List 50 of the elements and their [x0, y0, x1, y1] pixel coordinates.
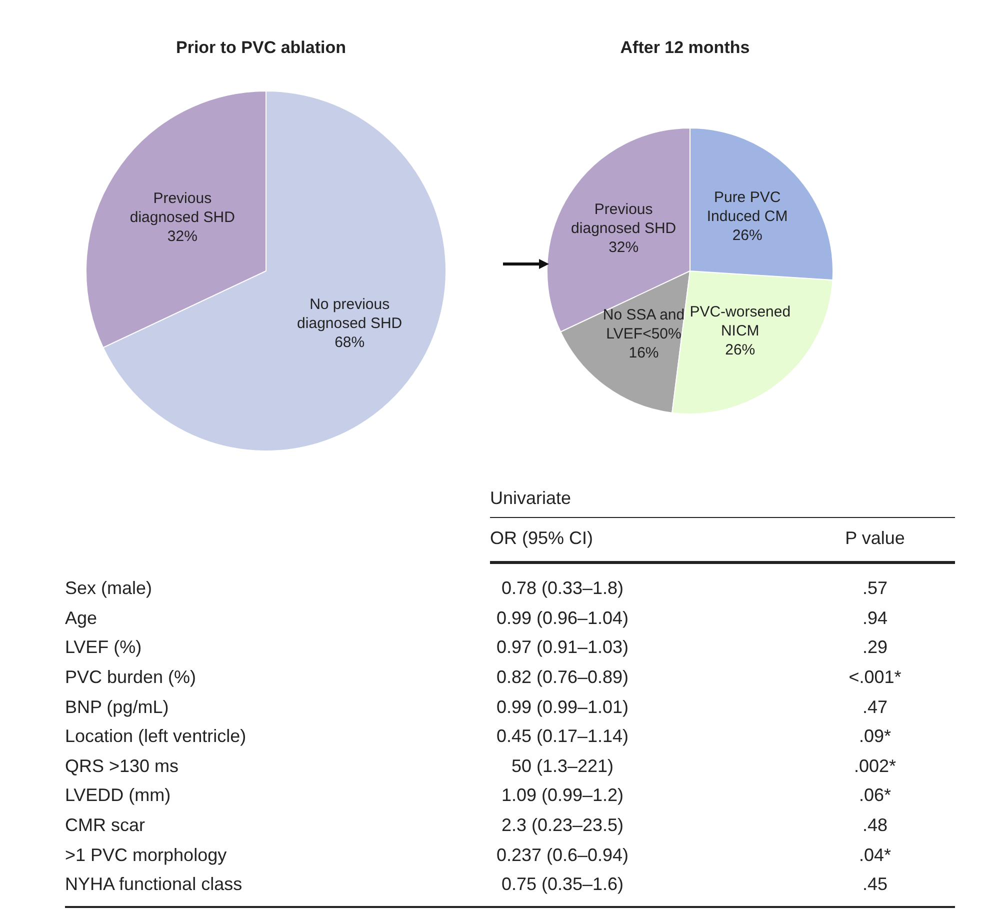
text: 0.45 (0.17–1.14) [495, 726, 630, 748]
slice-label: No SSA and LVEF<50% [602, 306, 685, 343]
text: OR (95% CI) [490, 528, 594, 549]
text: .57 [861, 578, 889, 600]
chart-title: Prior to PVC ablation [174, 38, 348, 59]
text: .06* [858, 785, 892, 806]
text: .47 [861, 696, 889, 718]
text: PVC burden (%) [65, 667, 198, 688]
text: 50 (1.3–221) [510, 756, 615, 777]
text: QRS >130 ms [65, 756, 180, 777]
text: <.001* [848, 667, 902, 688]
text: Sex (male) [65, 578, 154, 600]
slice-label: No previous diagnosed SHD [297, 296, 402, 332]
text: .002* [852, 756, 898, 777]
text: 0.78 (0.33–1.8) [500, 578, 625, 600]
text: .94 [861, 608, 889, 629]
text: NYHA functional class [65, 874, 244, 896]
text: Age [65, 608, 98, 629]
slice-label: Previous diagnosed SHD [571, 200, 676, 237]
text: 2.3 (0.23–23.5) [500, 815, 625, 836]
slice-label: PVC-worsened NICM [690, 304, 791, 340]
data-label: 26% [725, 342, 756, 359]
data-label: 32% [608, 238, 639, 256]
text: 0.82 (0.76–0.89) [495, 667, 630, 688]
text: BNP (pg/mL) [65, 696, 170, 718]
text: Location (left ventricle) [65, 726, 248, 748]
data-label: 16% [628, 344, 659, 362]
text: Univariate [490, 488, 955, 518]
text: LVEF (%) [65, 637, 143, 658]
text: >1 PVC morphology [65, 844, 228, 866]
data-label: 32% [167, 228, 198, 245]
text: 0.99 (0.96–1.04) [495, 608, 630, 629]
text: .45 [861, 874, 889, 896]
chart-title: After 12 months [619, 38, 751, 59]
data-label: 26% [732, 227, 762, 244]
text: 1.09 (0.99–1.2) [500, 785, 625, 806]
text: .04* [858, 844, 892, 866]
slice-label: Previous diagnosed SHD [130, 190, 236, 226]
text: CMR scar [65, 815, 146, 836]
text: .09* [858, 726, 892, 748]
data-label: 68% [334, 334, 365, 352]
text: 0.237 (0.6–0.94) [495, 844, 630, 866]
text: 0.97 (0.91–1.03) [495, 637, 630, 658]
text: .29 [861, 637, 889, 658]
text: 0.99 (0.99–1.01) [495, 696, 630, 718]
slice-label: Pure PVC Induced CM [706, 189, 788, 226]
text: LVEDD (mm) [65, 785, 172, 806]
text: 0.75 (0.35–1.6) [500, 874, 625, 896]
text: .48 [861, 815, 889, 836]
text: P value [844, 528, 906, 549]
